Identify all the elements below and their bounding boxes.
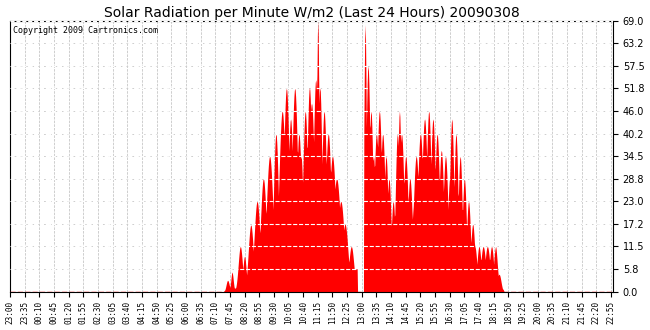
Title: Solar Radiation per Minute W/m2 (Last 24 Hours) 20090308: Solar Radiation per Minute W/m2 (Last 24… — [103, 6, 519, 19]
Text: Copyright 2009 Cartronics.com: Copyright 2009 Cartronics.com — [13, 26, 158, 35]
